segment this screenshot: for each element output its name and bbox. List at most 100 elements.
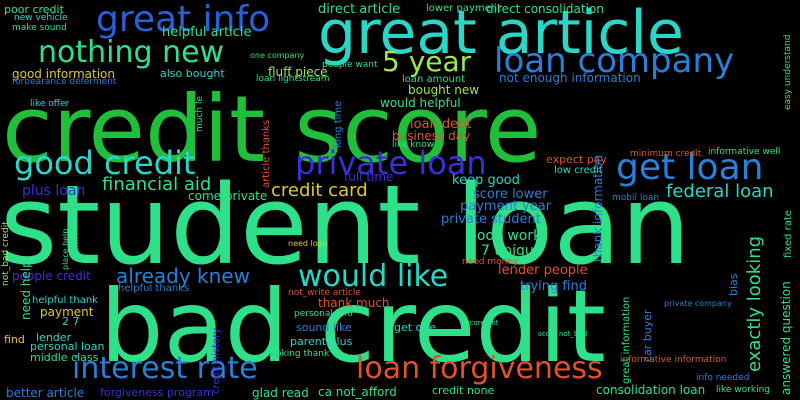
word: loan company	[494, 41, 735, 81]
word: need loan	[288, 239, 328, 248]
word: bad credit	[100, 268, 606, 385]
word: score not_bad	[538, 330, 588, 338]
word: forbearance deferment	[12, 77, 117, 87]
word: exactly looking	[744, 235, 765, 372]
word: already knew	[116, 264, 250, 288]
word: expect pay	[546, 153, 607, 166]
word: 7 unique	[481, 243, 543, 259]
word: come private	[188, 189, 268, 203]
word: parent plus	[290, 335, 353, 348]
word: low credit	[554, 165, 603, 176]
word: business day	[392, 129, 471, 143]
word: lower payment	[426, 3, 502, 14]
word: sound like	[296, 321, 352, 334]
word: informative well	[708, 147, 781, 157]
word: interest rate	[72, 351, 258, 386]
word: middle class	[30, 351, 99, 364]
word: private loan	[295, 144, 487, 182]
word: informative information	[620, 355, 727, 365]
word: glad read	[252, 386, 309, 400]
word: find	[4, 333, 25, 346]
word: info needed	[696, 373, 750, 383]
word: article thanks	[261, 119, 272, 188]
word: private company	[664, 299, 732, 308]
word: nothing new	[38, 35, 225, 70]
word: helpful thank	[32, 295, 98, 306]
word: get one	[394, 321, 437, 334]
word: mobil loan	[612, 193, 660, 203]
word: one company	[250, 51, 305, 60]
word: fixed rate	[783, 210, 794, 258]
word: better article	[6, 386, 85, 400]
word: need money	[462, 257, 519, 267]
word: trying find	[520, 279, 588, 294]
word: like know	[392, 140, 435, 150]
word: new vehicle	[14, 13, 68, 23]
word: lender people	[498, 263, 588, 278]
word: federal loan	[666, 181, 774, 202]
word: personal info	[294, 309, 353, 319]
word: loan amount	[402, 74, 466, 85]
word: long time	[333, 100, 344, 148]
word: bought new	[408, 83, 480, 97]
word: score got	[466, 319, 499, 327]
word: thank much	[318, 296, 390, 310]
word: payment year	[460, 199, 552, 214]
word: not_write article	[288, 288, 361, 298]
word: great info	[96, 0, 271, 40]
word: consolidation loan	[596, 383, 706, 397]
word: great article	[318, 0, 684, 68]
word: like working	[716, 385, 770, 395]
word: also bought	[160, 67, 225, 80]
word: keep good	[452, 173, 520, 188]
word: helpful article	[162, 25, 252, 40]
word: 5 year	[382, 45, 472, 78]
word: helpful thanks	[118, 283, 190, 294]
word: not_bad credit	[1, 221, 11, 286]
word: answered question	[779, 281, 793, 395]
word: loan debt	[410, 117, 472, 132]
word: people want	[322, 60, 378, 70]
word: poor credit	[4, 3, 64, 16]
word: credit card	[271, 180, 368, 201]
word: direct article	[318, 2, 401, 17]
word: loan forgiveness	[356, 351, 603, 386]
word: fluff piece	[268, 65, 328, 79]
word: not enough information	[499, 71, 641, 85]
word: forgiveness program	[100, 386, 214, 399]
word: score lower	[473, 187, 548, 202]
word: personal loan	[30, 340, 105, 353]
word: good credit	[14, 144, 196, 182]
word: financial aid	[102, 174, 212, 195]
word: looking thank	[268, 349, 330, 359]
word: credit score	[2, 76, 542, 183]
word: make sound	[12, 23, 67, 33]
word: direct consolidation	[486, 2, 604, 16]
word: plus loan	[22, 183, 86, 199]
word: ca not_afford	[318, 385, 397, 399]
word: like offer	[30, 99, 70, 109]
word: good work	[468, 228, 542, 244]
word: full time	[344, 170, 394, 184]
word: credit none	[432, 384, 495, 397]
word: get loan	[616, 147, 764, 188]
word: lender	[36, 331, 72, 344]
word: student loan	[0, 161, 691, 289]
word: great information	[621, 296, 632, 384]
word: private student	[441, 212, 541, 227]
word: payment	[40, 305, 94, 319]
word: minimum credit	[630, 149, 702, 159]
word: much le	[195, 95, 205, 132]
word: good information	[12, 67, 115, 81]
word: loan lightstream	[256, 74, 330, 84]
word: 2 7	[62, 315, 80, 328]
word: would helpful	[380, 96, 461, 110]
word: bias	[727, 273, 740, 296]
word: need help	[19, 260, 33, 320]
word: thank information	[591, 154, 605, 262]
word: easy understand	[783, 34, 793, 110]
word: would like	[298, 259, 449, 294]
word: credit history	[211, 327, 222, 394]
word: place help	[61, 228, 70, 270]
